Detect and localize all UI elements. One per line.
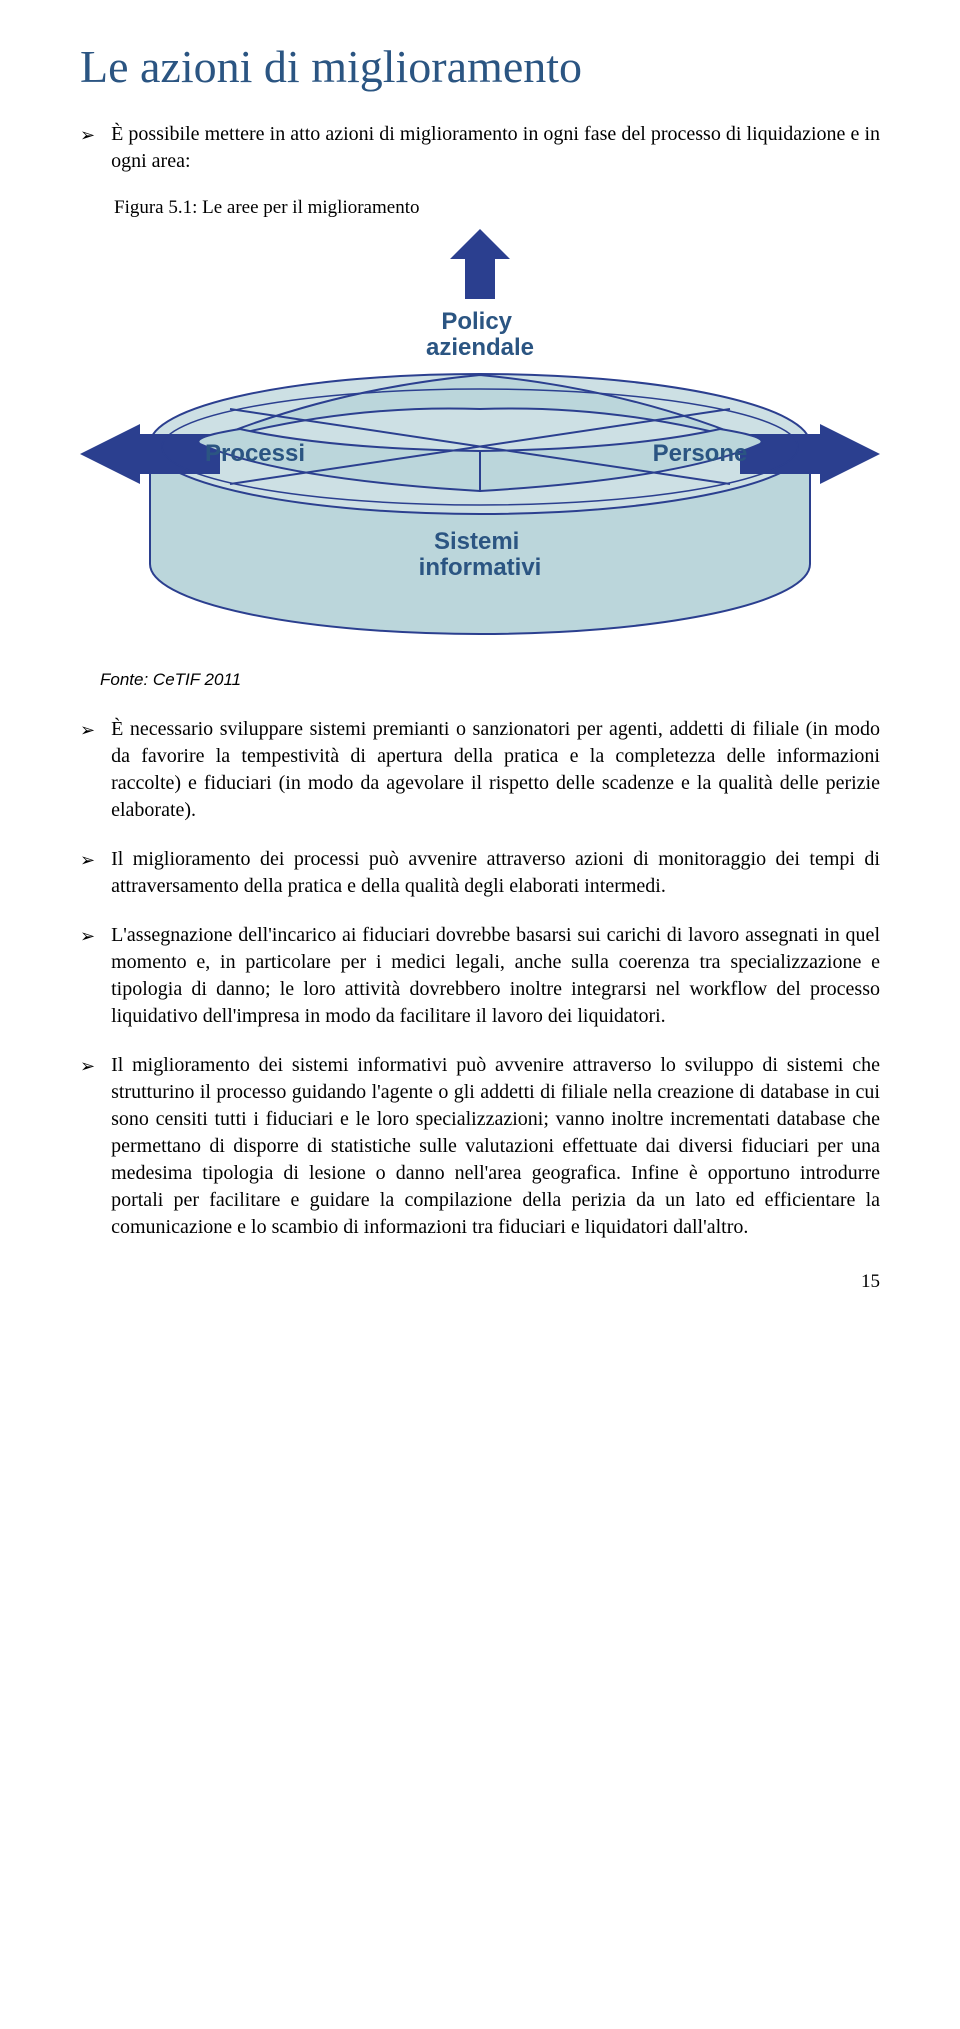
intro-block: ➢ È possibile mettere in atto azioni di … <box>80 121 880 175</box>
bullet-text: Il miglioramento dei sistemi informativi… <box>111 1052 880 1241</box>
bullet-item: ➢ Il miglioramento dei sistemi informati… <box>80 1052 880 1241</box>
figure-caption: Figura 5.1: Le aree per il miglioramento <box>114 197 880 219</box>
page-number: 15 <box>80 1271 880 1293</box>
bullet-icon: ➢ <box>80 720 95 741</box>
bullet-text: Il miglioramento dei processi può avveni… <box>111 846 880 900</box>
diagram-label-left: Processi <box>205 440 305 467</box>
bullet-icon: ➢ <box>80 850 95 871</box>
bullet-item: ➢ Il miglioramento dei processi può avve… <box>80 846 880 900</box>
diagram-svg: Policy aziendale Processi Persone Sistem… <box>80 229 880 649</box>
diagram-label-right: Persone <box>653 440 748 467</box>
figure-source: Fonte: CeTIF 2011 <box>100 670 880 690</box>
bullet-icon: ➢ <box>80 926 95 947</box>
diagram-label-bottom: Sistemi informativi <box>419 528 542 581</box>
page: Le azioni di miglioramento ➢ È possibile… <box>0 0 960 1353</box>
bullet-icon: ➢ <box>80 1056 95 1077</box>
bullet-item: ➢ È necessario sviluppare sistemi premia… <box>80 716 880 824</box>
bullet-text: L'assegnazione dell'incarico ai fiduciar… <box>111 922 880 1030</box>
page-title: Le azioni di miglioramento <box>80 40 880 93</box>
bullet-item: ➢ L'assegnazione dell'incarico ai fiduci… <box>80 922 880 1030</box>
intro-text: È possibile mettere in atto azioni di mi… <box>111 121 880 175</box>
bullet-icon: ➢ <box>80 125 95 146</box>
diagram: Policy aziendale Processi Persone Sistem… <box>80 229 880 654</box>
bullet-text: È necessario sviluppare sistemi premiant… <box>111 716 880 824</box>
diagram-label-top: Policy aziendale <box>426 308 534 361</box>
